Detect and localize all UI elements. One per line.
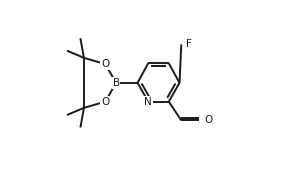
Text: O: O: [101, 59, 110, 69]
Text: F: F: [186, 39, 192, 50]
Text: O: O: [204, 115, 212, 125]
Text: B: B: [112, 78, 120, 88]
Text: N: N: [144, 97, 152, 107]
Text: O: O: [101, 97, 110, 107]
